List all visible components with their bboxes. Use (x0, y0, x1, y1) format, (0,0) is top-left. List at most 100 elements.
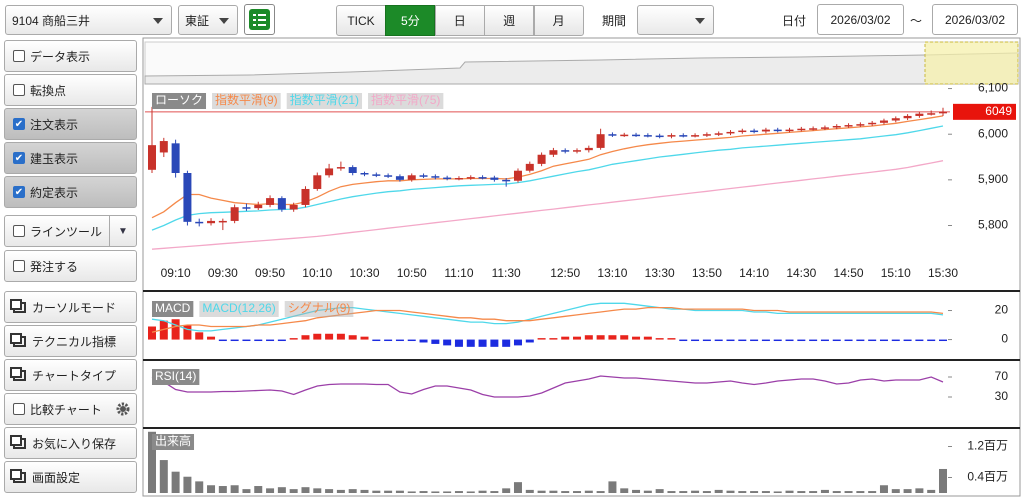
candle-body (632, 134, 641, 137)
histogram-bar (643, 336, 652, 340)
candle-body (903, 115, 912, 119)
histogram-bar (395, 339, 404, 342)
histogram-bar (466, 339, 475, 347)
candle-body (454, 178, 463, 180)
volume-bar (289, 489, 298, 493)
histogram-bar (525, 339, 534, 343)
checkbox[interactable] (13, 84, 25, 96)
candle-body (183, 173, 192, 222)
checkbox[interactable] (13, 403, 25, 415)
checkbox[interactable]: ✔ (13, 152, 25, 164)
checkbox[interactable] (13, 225, 25, 237)
volume-bar (171, 471, 180, 493)
checkbox[interactable]: ✔ (13, 118, 25, 130)
period-tab[interactable]: TICK (336, 5, 386, 36)
sidebar-button[interactable]: 比較チャート (4, 393, 137, 425)
histogram-bar (266, 339, 275, 342)
candle-body (277, 198, 286, 210)
sidebar-button[interactable]: テクニカル指標 (4, 325, 137, 357)
volume-bar (584, 490, 593, 493)
candle-body (419, 175, 428, 177)
volume-bar (360, 489, 369, 493)
legend-label: ローソク (155, 93, 203, 107)
sidebar-button[interactable]: ✔ 約定表示 (4, 176, 137, 208)
button-icon (10, 434, 26, 449)
dropdown-arrow[interactable]: ▼ (109, 216, 136, 246)
volume-bar (761, 491, 770, 493)
histogram-bar (608, 335, 617, 340)
candle-body (360, 173, 369, 175)
histogram-bar (348, 335, 357, 340)
period-tab[interactable]: 月 (533, 5, 584, 36)
legend-background (212, 93, 281, 109)
x-tick-label: 13:30 (645, 266, 675, 280)
date-from[interactable]: 2026/03/02 (817, 4, 904, 35)
button-label: ラインツール (30, 224, 103, 239)
sidebar-button[interactable]: お気に入り保存 (4, 427, 137, 459)
market-select[interactable]: 東証 (178, 5, 238, 35)
legend-label: 指数平滑(21) (290, 92, 359, 107)
period-tab[interactable]: 5分 (385, 5, 436, 36)
checkbox[interactable]: ✔ (13, 186, 25, 198)
volume-bar (490, 491, 499, 493)
volume-bar (384, 490, 393, 493)
legend-label: MACD (155, 301, 191, 315)
candle-body (266, 198, 275, 205)
histogram-bar (242, 339, 251, 342)
histogram-bar (868, 339, 877, 342)
x-tick-label: 11:10 (444, 266, 473, 280)
range-select[interactable] (637, 5, 714, 35)
legend-background (152, 301, 194, 317)
candle-body (584, 147, 593, 151)
button-label: カーソルモード (32, 300, 117, 315)
sidebar-button[interactable]: 画面設定 (4, 461, 137, 493)
histogram-bar (148, 326, 156, 340)
sidebar-button[interactable]: 転換点 (4, 74, 137, 106)
y-tick-label: 30 (995, 389, 1009, 403)
list-button[interactable] (244, 4, 275, 35)
histogram-bar (537, 338, 546, 340)
candle-body (714, 133, 723, 135)
sidebar-button[interactable]: カーソルモード (4, 291, 137, 323)
volume-bar (148, 431, 156, 493)
volume-bar (915, 488, 924, 493)
date-label: 日付 (782, 14, 807, 28)
sidebar-button[interactable]: ラインツール ▼ (4, 215, 137, 247)
symbol-select[interactable]: 9104 商船三井 (5, 5, 172, 35)
legend-background (152, 434, 195, 450)
histogram-bar (171, 319, 180, 340)
volume-bar (443, 491, 452, 493)
sidebar-button[interactable]: チャートタイプ (4, 359, 137, 391)
date-to[interactable]: 2026/03/02 (932, 4, 1018, 35)
volume-bar (809, 491, 818, 493)
volume-bar (207, 485, 216, 493)
sidebar-button[interactable]: ✔ 注文表示 (4, 108, 137, 140)
gear-icon[interactable] (110, 394, 136, 424)
volume-bar (596, 491, 605, 493)
volume-bar (879, 485, 888, 493)
y-tick-label: 0.4百万 (967, 470, 1008, 484)
sidebar-button[interactable]: 発注する (4, 250, 137, 282)
candle-body (431, 176, 440, 178)
candle-body (785, 129, 794, 132)
sidebar-button[interactable]: ✔ 建玉表示 (4, 142, 137, 174)
candle-body (608, 134, 617, 136)
checkbox[interactable] (13, 50, 25, 62)
period-tab[interactable]: 日 (434, 5, 485, 36)
button-icon (10, 468, 26, 483)
x-tick-label: 10:10 (302, 266, 332, 280)
y-tick-label: 1.2百万 (967, 439, 1008, 453)
chart-frame (142, 37, 1021, 497)
candle-body (289, 204, 298, 210)
histogram-bar (183, 325, 192, 340)
period-tab[interactable]: 週 (484, 5, 535, 36)
checkbox[interactable] (13, 260, 25, 272)
histogram-bar (443, 339, 452, 346)
candle-body (573, 150, 582, 152)
sidebar-button[interactable]: データ表示 (4, 40, 137, 72)
button-label: 転換点 (30, 83, 67, 98)
overview-window (924, 41, 1019, 85)
volume-bar (348, 489, 357, 493)
